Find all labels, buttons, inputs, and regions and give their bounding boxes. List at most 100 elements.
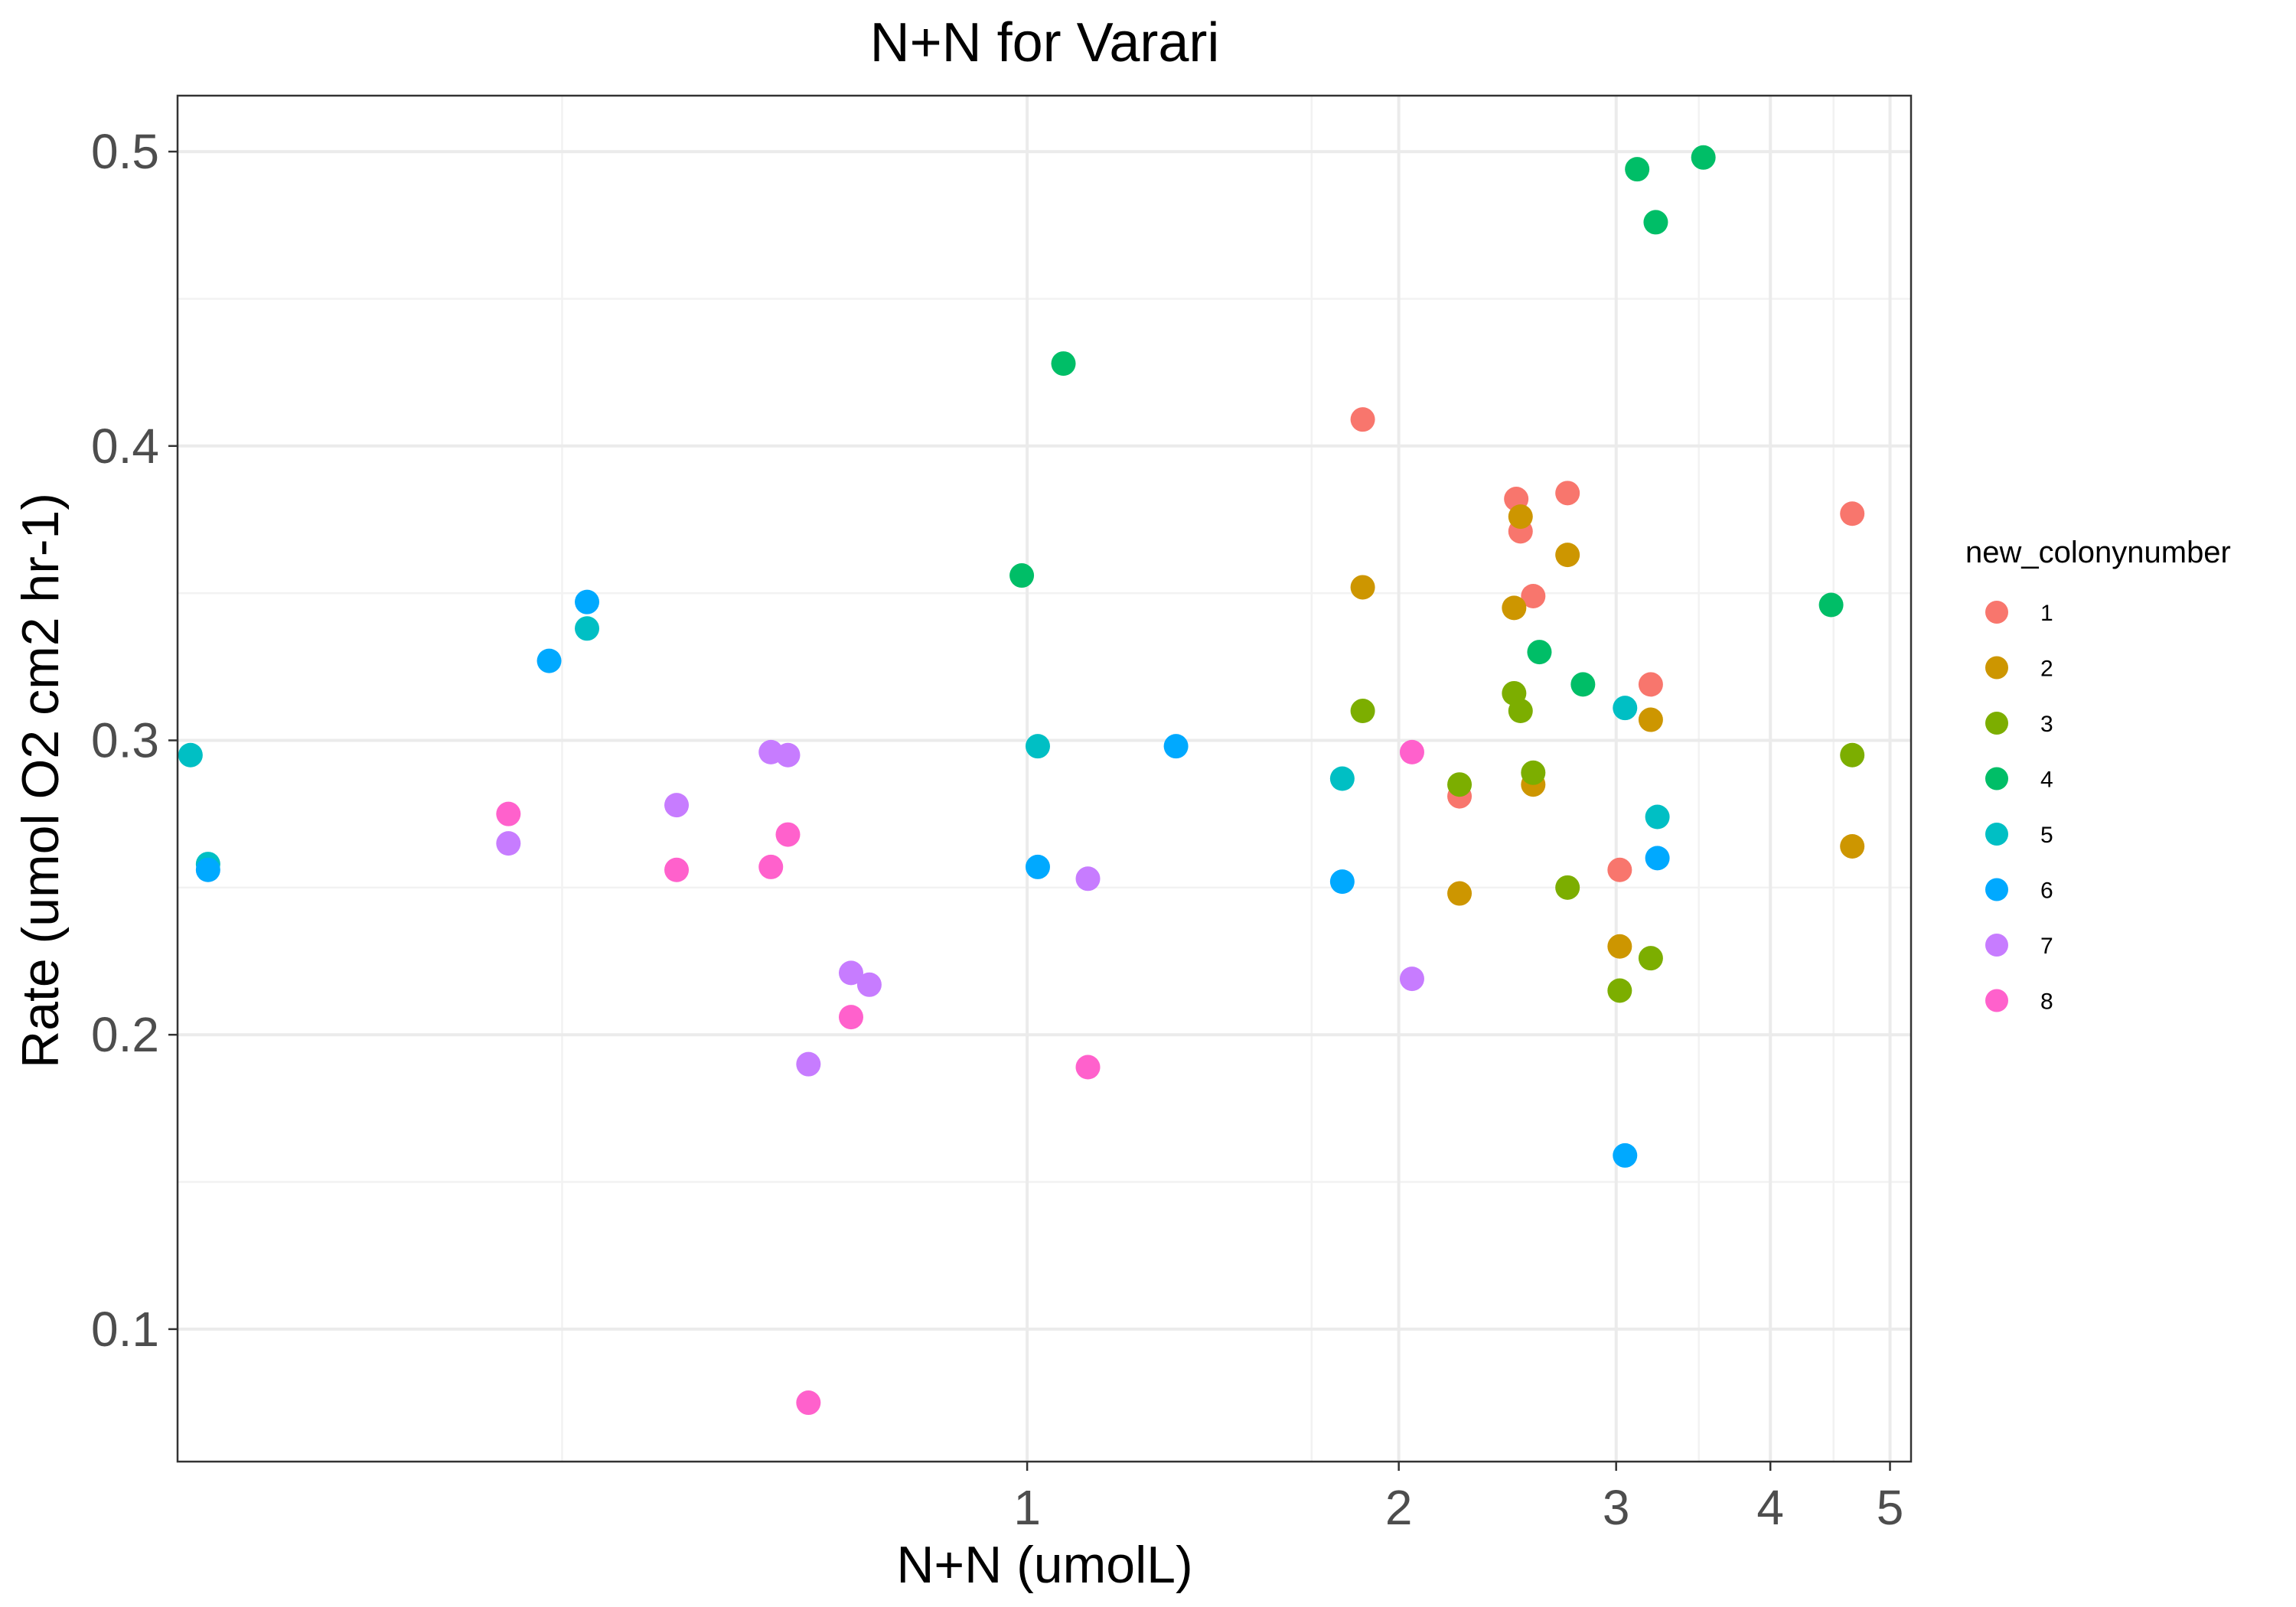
data-point-series-4 [1570, 672, 1596, 697]
legend-key-1 [1985, 601, 2008, 624]
data-point-series-2 [1607, 934, 1632, 959]
data-point-series-6 [195, 857, 220, 882]
legend-label-4: 4 [2040, 768, 2053, 793]
data-point-series-7 [1399, 966, 1424, 992]
data-point-series-4 [1051, 351, 1076, 376]
legend-key-6 [1985, 878, 2008, 901]
data-point-series-1 [1521, 583, 1546, 608]
x-axis: 1 2 3 4 5 [1013, 1462, 1903, 1535]
legend-key-2 [1985, 656, 2008, 680]
data-point-series-6 [1329, 869, 1355, 895]
legend-key-4 [1985, 767, 2008, 790]
data-point-series-5 [1329, 766, 1355, 791]
data-point-series-8 [496, 801, 521, 826]
legend-key-8 [1985, 989, 2008, 1012]
legend-key-7 [1985, 934, 2008, 957]
minor-gridlines [178, 96, 1911, 1462]
data-point-series-8 [1075, 1054, 1101, 1080]
y-axis: 0.1 0.2 0.3 0.4 0.5 [91, 124, 178, 1357]
data-point-series-7 [664, 793, 690, 818]
data-point-series-4 [1691, 145, 1716, 170]
panel-background [178, 96, 1911, 1462]
data-point-series-4 [1818, 592, 1844, 618]
data-point-series-5 [1025, 734, 1050, 759]
data-point-series-6 [1163, 734, 1189, 759]
data-point-series-7 [856, 972, 882, 997]
legend-label-5: 5 [2040, 823, 2053, 848]
data-point-series-1 [1350, 407, 1375, 432]
data-point-series-2 [1508, 504, 1533, 530]
data-point-series-3 [1555, 875, 1580, 900]
panel-border [176, 94, 1913, 1463]
data-point-series-5 [1613, 696, 1638, 721]
data-point-series-7 [775, 742, 801, 768]
data-point-series-4 [1009, 563, 1035, 588]
data-point-series-4 [1625, 157, 1650, 182]
data-point-series-3 [1350, 699, 1375, 724]
legend-title: new_colonynumber [1965, 536, 2231, 569]
data-point-series-6 [536, 648, 562, 673]
data-point-series-2 [1555, 543, 1580, 568]
data-point-series-2 [1447, 881, 1473, 906]
data-point-series-3 [1521, 760, 1546, 785]
data-point-series-4 [1643, 210, 1668, 235]
legend-key-3 [1985, 712, 2008, 735]
data-point-series-8 [775, 822, 801, 847]
data-point-series-1 [1607, 857, 1632, 882]
data-point-series-3 [1840, 742, 1865, 768]
y-tick-label: 0.1 [91, 1302, 159, 1357]
data-point-series-7 [796, 1051, 821, 1077]
chart-title: N+N for Varari [870, 12, 1220, 73]
legend-label-3: 3 [2040, 712, 2053, 737]
plot-panel [176, 94, 1913, 1463]
major-gridlines [178, 96, 1911, 1462]
data-point-series-3 [1447, 772, 1473, 797]
data-point-series-5 [1645, 804, 1670, 830]
data-point-series-8 [796, 1390, 821, 1416]
x-tick-label: 5 [1877, 1480, 1904, 1535]
data-point-series-3 [1508, 699, 1533, 724]
data-point-series-1 [1840, 501, 1865, 526]
data-points [178, 145, 1865, 1416]
x-axis-title: N+N (umolL) [896, 1536, 1192, 1594]
data-point-series-7 [496, 831, 521, 856]
legend-label-6: 6 [2040, 878, 2053, 904]
x-tick-label: 4 [1756, 1480, 1784, 1535]
data-point-series-5 [178, 742, 203, 768]
data-point-series-8 [1399, 739, 1424, 764]
data-point-series-8 [664, 857, 690, 882]
data-point-series-6 [1645, 846, 1670, 871]
data-point-series-3 [1638, 946, 1663, 971]
data-point-series-6 [1025, 854, 1050, 879]
y-tick-label: 0.5 [91, 124, 159, 179]
data-point-series-5 [575, 616, 600, 641]
data-point-series-8 [758, 854, 784, 879]
data-point-series-4 [1527, 640, 1552, 665]
data-point-series-6 [575, 589, 600, 614]
y-tick-label: 0.3 [91, 712, 159, 768]
legend-label-2: 2 [2040, 657, 2053, 682]
data-point-series-8 [838, 1005, 863, 1030]
data-point-series-2 [1638, 707, 1663, 732]
data-point-series-3 [1607, 978, 1632, 1003]
data-point-series-1 [1555, 481, 1580, 506]
legend-key-5 [1985, 823, 2008, 846]
data-point-series-7 [1075, 866, 1101, 892]
data-point-series-6 [1613, 1143, 1638, 1168]
legend-label-7: 7 [2040, 934, 2053, 959]
x-tick-label: 1 [1013, 1480, 1041, 1535]
legend-label-8: 8 [2040, 989, 2053, 1015]
y-tick-label: 0.2 [91, 1007, 159, 1062]
data-point-series-2 [1502, 595, 1527, 621]
legend-label-1: 1 [2040, 601, 2053, 626]
data-point-series-1 [1638, 672, 1663, 697]
x-tick-label: 2 [1385, 1480, 1413, 1535]
y-tick-label: 0.4 [91, 419, 159, 474]
y-axis-title: Rate (umol O2 cm2 hr-1) [11, 493, 70, 1068]
data-point-series-2 [1840, 833, 1865, 859]
data-point-series-2 [1350, 575, 1375, 600]
legend: new_colonynumber 1 2 3 4 5 6 7 8 [1965, 536, 2231, 1015]
x-tick-label: 3 [1603, 1480, 1630, 1535]
data-point-series-7 [838, 960, 863, 986]
